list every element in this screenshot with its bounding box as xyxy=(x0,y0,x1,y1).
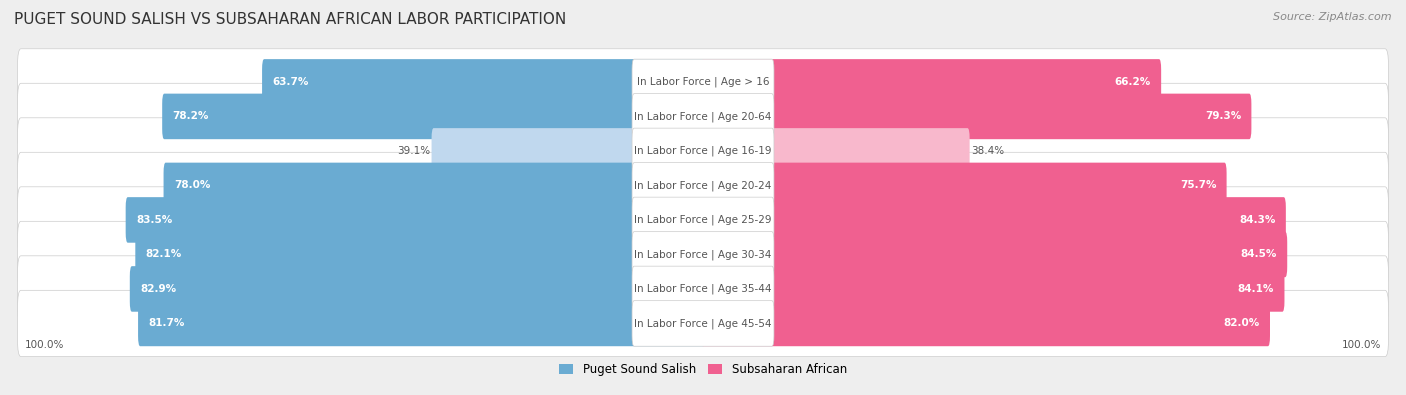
FancyBboxPatch shape xyxy=(702,163,1226,208)
Text: 84.1%: 84.1% xyxy=(1237,284,1274,294)
FancyBboxPatch shape xyxy=(633,94,773,139)
Text: 79.3%: 79.3% xyxy=(1205,111,1241,121)
Text: 83.5%: 83.5% xyxy=(136,215,173,225)
Text: 78.0%: 78.0% xyxy=(174,181,211,190)
FancyBboxPatch shape xyxy=(17,152,1389,218)
Text: 66.2%: 66.2% xyxy=(1115,77,1152,87)
FancyBboxPatch shape xyxy=(17,256,1389,322)
FancyBboxPatch shape xyxy=(702,128,970,174)
FancyBboxPatch shape xyxy=(17,83,1389,150)
Text: 100.0%: 100.0% xyxy=(24,340,63,350)
Text: 38.4%: 38.4% xyxy=(972,146,1004,156)
FancyBboxPatch shape xyxy=(633,128,773,174)
FancyBboxPatch shape xyxy=(702,59,1161,105)
FancyBboxPatch shape xyxy=(702,94,1251,139)
FancyBboxPatch shape xyxy=(138,301,704,346)
Text: 84.3%: 84.3% xyxy=(1239,215,1275,225)
Text: 75.7%: 75.7% xyxy=(1180,181,1216,190)
Text: 84.5%: 84.5% xyxy=(1240,249,1277,260)
FancyBboxPatch shape xyxy=(702,231,1288,277)
FancyBboxPatch shape xyxy=(702,301,1270,346)
FancyBboxPatch shape xyxy=(17,221,1389,288)
Text: In Labor Force | Age 20-64: In Labor Force | Age 20-64 xyxy=(634,111,772,122)
Text: In Labor Force | Age 16-19: In Labor Force | Age 16-19 xyxy=(634,146,772,156)
Text: 82.9%: 82.9% xyxy=(141,284,176,294)
Text: 100.0%: 100.0% xyxy=(1343,340,1382,350)
FancyBboxPatch shape xyxy=(129,266,704,312)
FancyBboxPatch shape xyxy=(633,197,773,243)
Text: 39.1%: 39.1% xyxy=(396,146,430,156)
FancyBboxPatch shape xyxy=(17,290,1389,357)
Text: In Labor Force | Age 30-34: In Labor Force | Age 30-34 xyxy=(634,249,772,260)
FancyBboxPatch shape xyxy=(125,197,704,243)
Text: 63.7%: 63.7% xyxy=(273,77,309,87)
FancyBboxPatch shape xyxy=(163,163,704,208)
Legend: Puget Sound Salish, Subsaharan African: Puget Sound Salish, Subsaharan African xyxy=(554,358,852,381)
FancyBboxPatch shape xyxy=(633,231,773,277)
FancyBboxPatch shape xyxy=(633,301,773,346)
Text: In Labor Force | Age 25-29: In Labor Force | Age 25-29 xyxy=(634,214,772,225)
Text: Source: ZipAtlas.com: Source: ZipAtlas.com xyxy=(1274,12,1392,22)
FancyBboxPatch shape xyxy=(135,231,704,277)
FancyBboxPatch shape xyxy=(633,266,773,312)
Text: In Labor Force | Age > 16: In Labor Force | Age > 16 xyxy=(637,77,769,87)
FancyBboxPatch shape xyxy=(17,187,1389,253)
Text: PUGET SOUND SALISH VS SUBSAHARAN AFRICAN LABOR PARTICIPATION: PUGET SOUND SALISH VS SUBSAHARAN AFRICAN… xyxy=(14,12,567,27)
FancyBboxPatch shape xyxy=(17,49,1389,115)
Text: In Labor Force | Age 45-54: In Labor Force | Age 45-54 xyxy=(634,318,772,329)
Text: 81.7%: 81.7% xyxy=(149,318,184,329)
FancyBboxPatch shape xyxy=(702,197,1286,243)
FancyBboxPatch shape xyxy=(633,163,773,208)
Text: 78.2%: 78.2% xyxy=(173,111,209,121)
FancyBboxPatch shape xyxy=(162,94,704,139)
FancyBboxPatch shape xyxy=(702,266,1285,312)
FancyBboxPatch shape xyxy=(633,59,773,105)
FancyBboxPatch shape xyxy=(262,59,704,105)
FancyBboxPatch shape xyxy=(17,118,1389,184)
Text: In Labor Force | Age 20-24: In Labor Force | Age 20-24 xyxy=(634,180,772,191)
Text: In Labor Force | Age 35-44: In Labor Force | Age 35-44 xyxy=(634,284,772,294)
Text: 82.1%: 82.1% xyxy=(146,249,181,260)
Text: 82.0%: 82.0% xyxy=(1223,318,1260,329)
FancyBboxPatch shape xyxy=(432,128,704,174)
